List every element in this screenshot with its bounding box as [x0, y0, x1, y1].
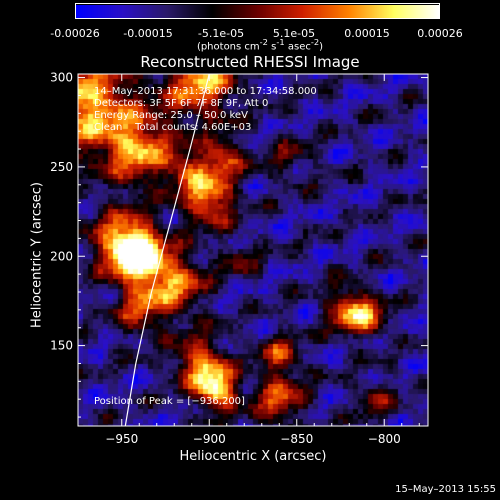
- colorbar-tick: -0.00026: [50, 27, 100, 40]
- detectors-text: Detectors: 3F 5F 6F 7F 8F 9F, Att 0: [94, 98, 269, 109]
- x-tick-label: −850: [280, 432, 313, 446]
- y-tick-label: 150: [50, 339, 73, 353]
- colorbar: [75, 3, 440, 19]
- y-tick-label: 250: [50, 160, 73, 174]
- time-range-text: 14–May–2013 17:31:36.000 to 17:34:58.000: [94, 86, 317, 97]
- colorbar-tick: 0.00026: [417, 27, 463, 40]
- colorbar-units: (photons cm-2 s-1 asec-2): [196, 37, 324, 53]
- x-axis-label: Heliocentric X (arcsec): [179, 449, 327, 464]
- colorbar-tick: 0.00015: [344, 27, 390, 40]
- clean-counts-text: Clean Total counts: 4.60E+03: [94, 122, 252, 133]
- colorbar-tick: -5.1e-05: [197, 27, 245, 40]
- x-tick-label: −950: [105, 432, 138, 446]
- solar-limb-line: [124, 73, 210, 427]
- x-tick-label: −900: [193, 432, 226, 446]
- x-tick-label: −800: [368, 432, 401, 446]
- chart-title: Reconstructed RHESSI Image: [140, 53, 360, 71]
- y-axis-label: Heliocentric Y (arcsec): [29, 182, 45, 328]
- timestamp: 15–May–2013 15:55: [395, 484, 496, 495]
- colorbar-tick: -0.00015: [123, 27, 173, 40]
- plot-frame: [77, 73, 429, 427]
- colorbar-gradient: [76, 5, 439, 18]
- y-tick-label: 200: [50, 249, 73, 263]
- peak-position-text: Position of Peak = [−936,200]: [94, 396, 245, 407]
- colorbar-tick: 5.1e-05: [272, 27, 316, 40]
- y-tick-label: 300: [50, 71, 73, 85]
- energy-range-text: Energy Range: 25.0 – 50.0 keV: [94, 110, 248, 121]
